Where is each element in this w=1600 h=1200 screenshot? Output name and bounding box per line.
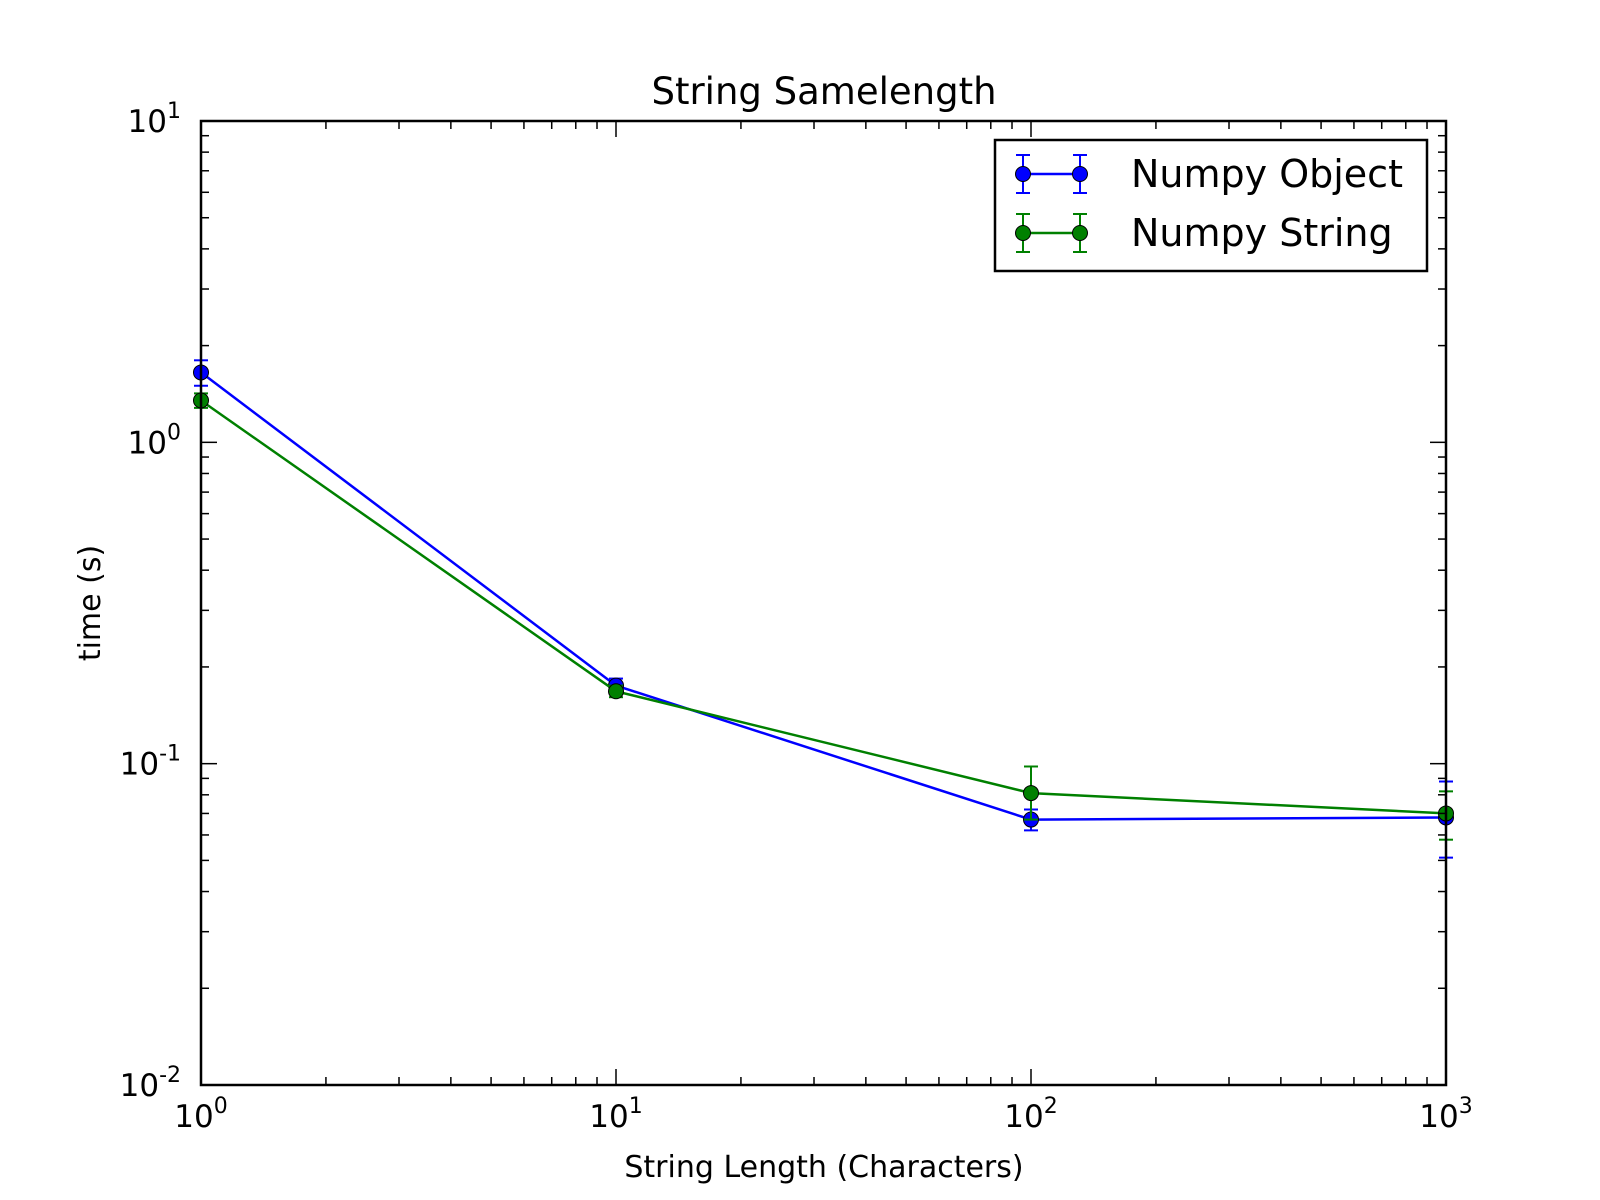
y-tick-label: 10-1 [120,742,181,783]
y-tick-label: 10-2 [120,1063,181,1104]
legend: Numpy Object Numpy String [993,138,1429,273]
x-axis-label: String Length (Characters) [624,1150,1023,1185]
series-line [200,371,1447,821]
legend-label: Numpy Object [1131,152,1403,196]
plot-area-frame [199,119,1448,1087]
legend-marker [1015,166,1031,182]
legend-marker [1072,166,1088,182]
chart-title: String Samelength [651,70,996,113]
x-tick-label: 103 [1419,1094,1472,1135]
data-point [608,683,624,700]
legend-marker [1015,225,1031,241]
series-layer [193,359,1454,859]
legend-marker [1072,225,1088,241]
legend-items: Numpy Object Numpy String [1015,152,1403,255]
x-tick-label: 101 [589,1094,642,1135]
legend-item: Numpy Object [1015,152,1403,196]
y-tick-label: 101 [128,99,181,140]
x-tick-label: 100 [174,1094,227,1135]
series-2 [193,392,1454,841]
legend-box [993,138,1429,273]
x-tick-label: 102 [1004,1094,1057,1135]
y-axis-label: time (s) [73,545,108,661]
legend-item: Numpy String [1015,211,1393,255]
series-line [200,399,1447,815]
legend-label: Numpy String [1131,211,1393,255]
ticks-layer: 100 101 102 103 10-2 10-1 100 101 [120,99,1473,1135]
data-point [1023,785,1039,802]
series-1 [193,359,1454,859]
y-tick-label: 100 [128,420,181,461]
